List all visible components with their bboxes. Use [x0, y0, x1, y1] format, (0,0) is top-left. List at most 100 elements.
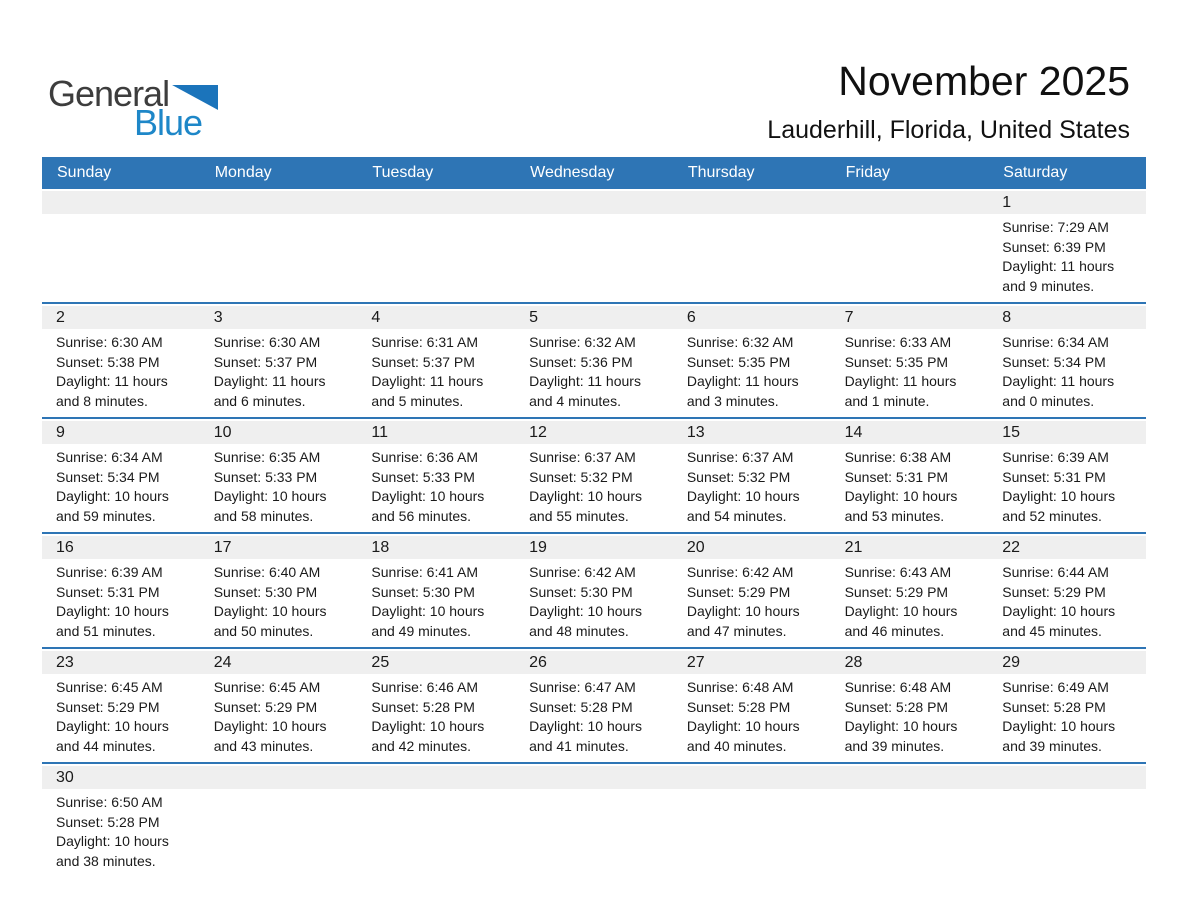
day-details: Sunrise: 6:44 AM Sunset: 5:29 PM Daylight:… [988, 559, 1146, 647]
day-cell: 10 Sunrise: 6:35 AM Sunset: 5:33 PM Dayligh… [199, 419, 358, 532]
sunset-text: Sunset: 5:29 PM [686, 583, 791, 600]
sunrise-text: Sunrise: 6:41 AM [371, 564, 479, 580]
sunset-text: Sunset: 5:31 PM [56, 583, 160, 600]
day-cell: 7 Sunrise: 6:33 AM Sunset: 5:35 PM Daylight… [830, 304, 989, 417]
week-row: 23 Sunrise: 6:45 AM Sunset: 5:29 PM Dayligh… [42, 647, 1146, 762]
daylight-text: Daylight: 10 hours and 59 minutes. [56, 488, 169, 524]
weekday-thursday: Thursday [687, 164, 755, 181]
daylight-text: Daylight: 10 hours and 52 minutes. [1002, 488, 1116, 524]
daylight-text: Daylight: 11 hours and 5 minutes. [371, 373, 484, 409]
daylight-text: Daylight: 10 hours and 38 minutes. [56, 833, 169, 869]
day-cell: 4 Sunrise: 6:31 AM Sunset: 5:37 PM Daylight… [357, 304, 516, 417]
day-number: 10 [199, 421, 358, 444]
day-number: 22 [988, 536, 1146, 559]
daylight-text: Daylight: 10 hours and 42 minutes. [371, 718, 485, 754]
day-details: Sunrise: 6:47 AM Sunset: 5:28 PM Daylight:… [515, 674, 673, 762]
page-header: General Blue November 2025 Lauderhill, F… [0, 0, 1188, 145]
daylight-text: Daylight: 10 hours and 55 minutes. [529, 488, 642, 524]
page-subtitle: Lauderhill, Florida, United States [767, 116, 1130, 144]
logo-text-blue: Blue [134, 102, 203, 143]
sunset-text: Sunset: 5:28 PM [529, 698, 633, 715]
daylight-text: Daylight: 10 hours and 43 minutes. [213, 718, 327, 754]
day-cell: 18 Sunrise: 6:41 AM Sunset: 5:30 PM Dayligh… [357, 534, 516, 647]
day-cell: 23 Sunrise: 6:45 AM Sunset: 5:29 PM Dayligh… [42, 649, 200, 762]
daylight-text: Daylight: 10 hours and 49 minutes. [371, 603, 485, 639]
sunrise-text: Sunrise: 6:49 AM [1002, 679, 1109, 695]
day-details: Sunrise: 6:37 AM Sunset: 5:32 PM Daylight:… [673, 444, 831, 532]
day-number [672, 191, 831, 214]
weekday-friday: Friday [845, 164, 891, 181]
day-cell: 6 Sunrise: 6:32 AM Sunset: 5:35 PM Daylight… [672, 304, 831, 417]
sunset-text: Sunset: 5:28 PM [371, 698, 475, 715]
day-number: 3 [199, 306, 358, 329]
empty-day-cell [42, 189, 200, 302]
sunset-text: Sunset: 5:31 PM [844, 468, 949, 485]
sunrise-text: Sunrise: 6:46 AM [371, 679, 479, 695]
day-cell: 14 Sunrise: 6:38 AM Sunset: 5:31 PM Dayligh… [830, 419, 989, 532]
daylight-text: Daylight: 10 hours and 47 minutes. [686, 603, 800, 639]
day-cell: 30 Sunrise: 6:50 AM Sunset: 5:28 PM Dayligh… [42, 764, 200, 877]
week-row: 2 Sunrise: 6:30 AM Sunset: 5:38 PM Daylight… [42, 302, 1146, 417]
daylight-text: Daylight: 10 hours and 45 minutes. [1002, 603, 1116, 639]
sunset-text: Sunset: 5:37 PM [213, 353, 318, 370]
day-number [199, 766, 358, 789]
daylight-text: Daylight: 10 hours and 39 minutes. [844, 718, 958, 754]
day-number [42, 191, 200, 214]
daylight-text: Daylight: 11 hours and 4 minutes. [529, 373, 641, 409]
day-number: 12 [515, 421, 673, 444]
day-number [357, 191, 516, 214]
day-details: Sunrise: 7:29 AM Sunset: 6:39 PM Daylight:… [988, 214, 1146, 302]
day-details: Sunrise: 6:50 AM Sunset: 5:28 PM Daylight:… [42, 789, 200, 877]
day-number [515, 191, 673, 214]
daylight-text: Daylight: 10 hours and 39 minutes. [1002, 718, 1116, 754]
day-cell: 21 Sunrise: 6:43 AM Sunset: 5:29 PM Dayligh… [830, 534, 989, 647]
day-number: 18 [357, 536, 516, 559]
day-details: Sunrise: 6:32 AM Sunset: 5:36 PM Daylight:… [515, 329, 673, 417]
day-cell: 17 Sunrise: 6:40 AM Sunset: 5:30 PM Dayligh… [199, 534, 358, 647]
sunset-text: Sunset: 6:39 PM [1002, 238, 1106, 255]
sunset-text: Sunset: 5:29 PM [844, 583, 949, 600]
day-cell: 5 Sunrise: 6:32 AM Sunset: 5:36 PM Daylight… [515, 304, 673, 417]
day-number [357, 766, 516, 789]
sunset-text: Sunset: 5:36 PM [529, 353, 633, 370]
weekday-header-row: Sunday Monday Tuesday Wednesday Thursday… [42, 157, 1146, 189]
sunrise-text: Sunrise: 6:35 AM [213, 449, 321, 465]
sunset-text: Sunset: 5:29 PM [56, 698, 160, 715]
week-row: 9 Sunrise: 6:34 AM Sunset: 5:34 PM Daylight… [42, 417, 1146, 532]
day-details: Sunrise: 6:41 AM Sunset: 5:30 PM Daylight:… [357, 559, 515, 647]
daylight-text: Daylight: 11 hours and 6 minutes. [213, 373, 326, 409]
sunrise-text: Sunrise: 6:38 AM [844, 449, 952, 465]
day-cell: 26 Sunrise: 6:47 AM Sunset: 5:28 PM Dayligh… [515, 649, 673, 762]
sunrise-text: Sunrise: 6:44 AM [1002, 564, 1109, 580]
day-number: 25 [357, 651, 516, 674]
sunset-text: Sunset: 5:37 PM [371, 353, 475, 370]
day-number: 1 [988, 191, 1146, 214]
sunset-text: Sunset: 5:28 PM [56, 813, 160, 830]
sunset-text: Sunset: 5:28 PM [844, 698, 949, 715]
day-number: 27 [672, 651, 831, 674]
week-row: 30 Sunrise: 6:50 AM Sunset: 5:28 PM Dayligh… [42, 762, 1146, 877]
day-number [199, 191, 358, 214]
page-title: November 2025 [838, 58, 1130, 104]
day-details: Sunrise: 6:31 AM Sunset: 5:37 PM Daylight:… [357, 329, 515, 417]
sunrise-text: Sunrise: 6:36 AM [371, 449, 479, 465]
week-row: 16 Sunrise: 6:39 AM Sunset: 5:31 PM Dayligh… [42, 532, 1146, 647]
sunrise-text: Sunrise: 7:29 AM [1002, 219, 1109, 235]
day-number: 16 [42, 536, 200, 559]
day-details: Sunrise: 6:42 AM Sunset: 5:29 PM Daylight:… [673, 559, 831, 647]
sunrise-text: Sunrise: 6:42 AM [529, 564, 636, 580]
day-details: Sunrise: 6:49 AM Sunset: 5:28 PM Daylight:… [988, 674, 1146, 762]
day-cell: 12 Sunrise: 6:37 AM Sunset: 5:32 PM Dayligh… [515, 419, 673, 532]
daylight-text: Daylight: 11 hours and 1 minute. [844, 373, 957, 409]
sunrise-text: Sunrise: 6:40 AM [213, 564, 321, 580]
day-number: 19 [515, 536, 673, 559]
day-cell: 15 Sunrise: 6:39 AM Sunset: 5:31 PM Dayligh… [988, 419, 1146, 532]
day-number: 7 [830, 306, 989, 329]
daylight-text: Daylight: 10 hours and 44 minutes. [56, 718, 169, 754]
sunset-text: Sunset: 5:28 PM [1002, 698, 1106, 715]
sunrise-text: Sunrise: 6:31 AM [371, 334, 479, 350]
sunset-text: Sunset: 5:35 PM [686, 353, 791, 370]
sunset-text: Sunset: 5:34 PM [56, 468, 160, 485]
day-cell: 3 Sunrise: 6:30 AM Sunset: 5:37 PM Daylight… [199, 304, 358, 417]
day-number: 13 [672, 421, 831, 444]
